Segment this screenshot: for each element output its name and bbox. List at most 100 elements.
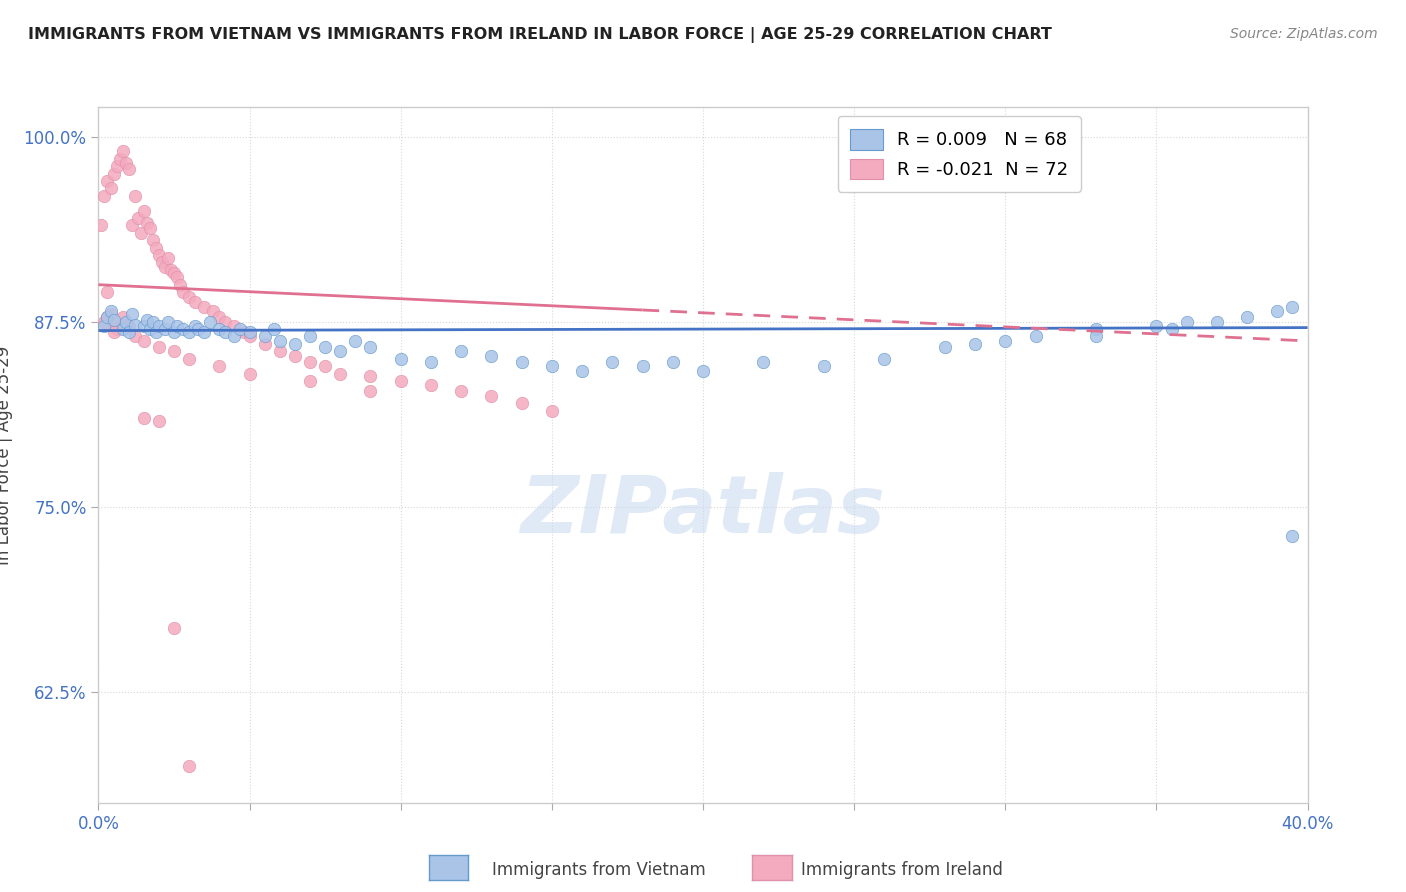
Point <box>631 359 654 373</box>
Point <box>232 325 254 339</box>
Point <box>1085 322 1108 336</box>
Point <box>450 344 472 359</box>
Point <box>1160 322 1182 336</box>
Text: Immigrants from Ireland: Immigrants from Ireland <box>801 861 1004 879</box>
Point <box>121 219 143 233</box>
Point <box>135 313 157 327</box>
Point <box>156 251 179 265</box>
Point <box>299 354 322 368</box>
Point <box>96 285 118 299</box>
Point <box>111 310 134 325</box>
Point <box>873 351 896 366</box>
Point <box>208 322 231 336</box>
Point <box>450 384 472 399</box>
Point <box>145 325 167 339</box>
Point <box>602 354 624 368</box>
Point <box>124 329 146 343</box>
Point <box>481 389 503 403</box>
Point <box>965 337 987 351</box>
Point <box>1085 329 1108 343</box>
Point <box>540 359 562 373</box>
Point <box>184 295 207 310</box>
Point <box>193 325 215 339</box>
Point <box>208 359 231 373</box>
Point <box>100 307 122 321</box>
Point <box>344 334 367 348</box>
Point <box>934 340 956 354</box>
Point <box>103 325 125 339</box>
Point <box>200 315 222 329</box>
Point <box>111 145 134 159</box>
Text: Immigrants from Vietnam: Immigrants from Vietnam <box>492 861 706 879</box>
Point <box>121 307 143 321</box>
Point <box>177 759 201 773</box>
Point <box>224 319 246 334</box>
Point <box>100 181 122 195</box>
Point <box>96 310 118 325</box>
Point <box>127 211 149 225</box>
Point <box>284 349 307 363</box>
Point <box>163 325 186 339</box>
Point <box>148 248 170 262</box>
Point <box>314 340 336 354</box>
Point <box>269 344 291 359</box>
Point <box>193 300 215 314</box>
Point <box>184 319 207 334</box>
Point <box>114 315 136 329</box>
Point <box>118 325 141 339</box>
Point <box>314 359 336 373</box>
Point <box>510 354 533 368</box>
Point <box>214 325 236 339</box>
Point <box>118 162 141 177</box>
Point <box>139 322 162 336</box>
Point <box>239 367 262 381</box>
Point <box>142 315 165 329</box>
Text: IMMIGRANTS FROM VIETNAM VS IMMIGRANTS FROM IRELAND IN LABOR FORCE | AGE 25-29 CO: IMMIGRANTS FROM VIETNAM VS IMMIGRANTS FR… <box>28 27 1052 43</box>
Point <box>389 351 412 366</box>
Point <box>166 270 188 285</box>
Point <box>153 260 176 274</box>
Point <box>132 411 155 425</box>
Point <box>163 621 186 635</box>
Point <box>1206 315 1229 329</box>
Point <box>96 310 118 325</box>
Point <box>208 310 231 325</box>
Point <box>103 313 125 327</box>
Point <box>163 344 186 359</box>
Point <box>148 414 170 428</box>
Point <box>90 219 112 233</box>
Point <box>1144 319 1167 334</box>
Point <box>177 289 201 303</box>
Point <box>150 255 173 269</box>
Text: ZIPatlas: ZIPatlas <box>520 472 886 549</box>
Point <box>160 263 183 277</box>
Point <box>105 322 128 336</box>
Point <box>661 354 683 368</box>
Point <box>253 329 276 343</box>
Point <box>284 337 307 351</box>
Point <box>132 203 155 218</box>
Point <box>166 319 188 334</box>
Point <box>214 315 236 329</box>
Point <box>163 266 186 280</box>
Point <box>239 329 262 343</box>
Point <box>1281 529 1303 543</box>
Point <box>269 334 291 348</box>
Point <box>177 325 201 339</box>
Point <box>114 156 136 170</box>
Point <box>202 304 225 318</box>
Point <box>1175 315 1198 329</box>
Point <box>93 315 115 329</box>
Point <box>1024 329 1046 343</box>
Point <box>103 319 125 334</box>
Point <box>111 322 134 336</box>
Point <box>103 167 125 181</box>
Point <box>253 337 276 351</box>
Point <box>994 334 1017 348</box>
Point <box>172 322 194 336</box>
Point <box>299 374 322 388</box>
Point <box>148 319 170 334</box>
Legend: R = 0.009   N = 68, R = -0.021  N = 72: R = 0.009 N = 68, R = -0.021 N = 72 <box>838 116 1081 192</box>
Point <box>187 322 209 336</box>
Point <box>229 322 252 336</box>
